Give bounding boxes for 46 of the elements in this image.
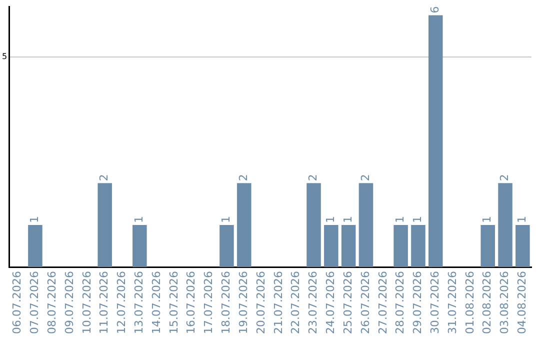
x-tick-label: 12.07.2026 — [115, 271, 128, 334]
y-tick-label: 5 — [2, 52, 8, 62]
x-tick-label: 23.07.2026 — [306, 271, 320, 334]
x-tick-label: 27.07.2026 — [376, 271, 390, 334]
data-label: 1 — [411, 216, 424, 224]
x-tick-label: 26.07.2026 — [358, 271, 372, 334]
data-label: 1 — [220, 216, 233, 224]
x-tick-label: 09.07.2026 — [62, 271, 76, 334]
x-tick-label: 18.07.2026 — [220, 271, 233, 334]
data-label: 1 — [341, 216, 354, 224]
x-tick-label: 17.07.2026 — [202, 271, 216, 334]
data-label: 1 — [324, 216, 338, 224]
x-tick-label: 13.07.2026 — [132, 271, 146, 334]
x-tick-label: 30.07.2026 — [428, 271, 442, 334]
data-label: 2 — [498, 174, 512, 182]
x-tick-label: 29.07.2026 — [411, 271, 424, 334]
x-tick-label: 03.08.2026 — [498, 271, 512, 334]
data-label: 2 — [306, 174, 320, 182]
x-tick-label: 16.07.2026 — [184, 271, 198, 334]
x-tick-label: 04.08.2026 — [516, 271, 529, 334]
data-label: 1 — [394, 216, 407, 224]
data-label: 1 — [516, 216, 529, 224]
x-tick-label: 19.07.2026 — [236, 271, 250, 334]
data-label: 1 — [28, 216, 42, 224]
x-tick-label: 21.07.2026 — [272, 271, 285, 334]
x-tick-label: 15.07.2026 — [167, 271, 180, 334]
x-tick-label: 02.08.2026 — [480, 271, 494, 334]
x-tick-label: 07.07.2026 — [28, 271, 42, 334]
x-tick-label: 14.07.2026 — [150, 271, 163, 334]
x-tick-label: 01.08.2026 — [463, 271, 476, 334]
x-tick-label: 31.07.2026 — [446, 271, 459, 334]
x-tick-label: 28.07.2026 — [394, 271, 407, 334]
data-label: 1 — [132, 216, 146, 224]
data-label: 2 — [98, 174, 111, 182]
x-tick-label: 22.07.2026 — [289, 271, 302, 334]
data-label: 6 — [428, 6, 442, 14]
x-tick-label: 25.07.2026 — [341, 271, 354, 334]
x-tick-label: 08.07.2026 — [45, 271, 58, 334]
data-label: 2 — [236, 174, 250, 182]
x-tick-label: 20.07.2026 — [254, 271, 268, 334]
data-label: 2 — [358, 174, 372, 182]
data-label: 1 — [480, 216, 494, 224]
x-tick-label: 06.07.2026 — [10, 271, 24, 334]
x-tick-label: 11.07.2026 — [98, 271, 111, 334]
x-tick-label: 24.07.2026 — [324, 271, 338, 334]
x-tick-label: 10.07.2026 — [80, 271, 94, 334]
